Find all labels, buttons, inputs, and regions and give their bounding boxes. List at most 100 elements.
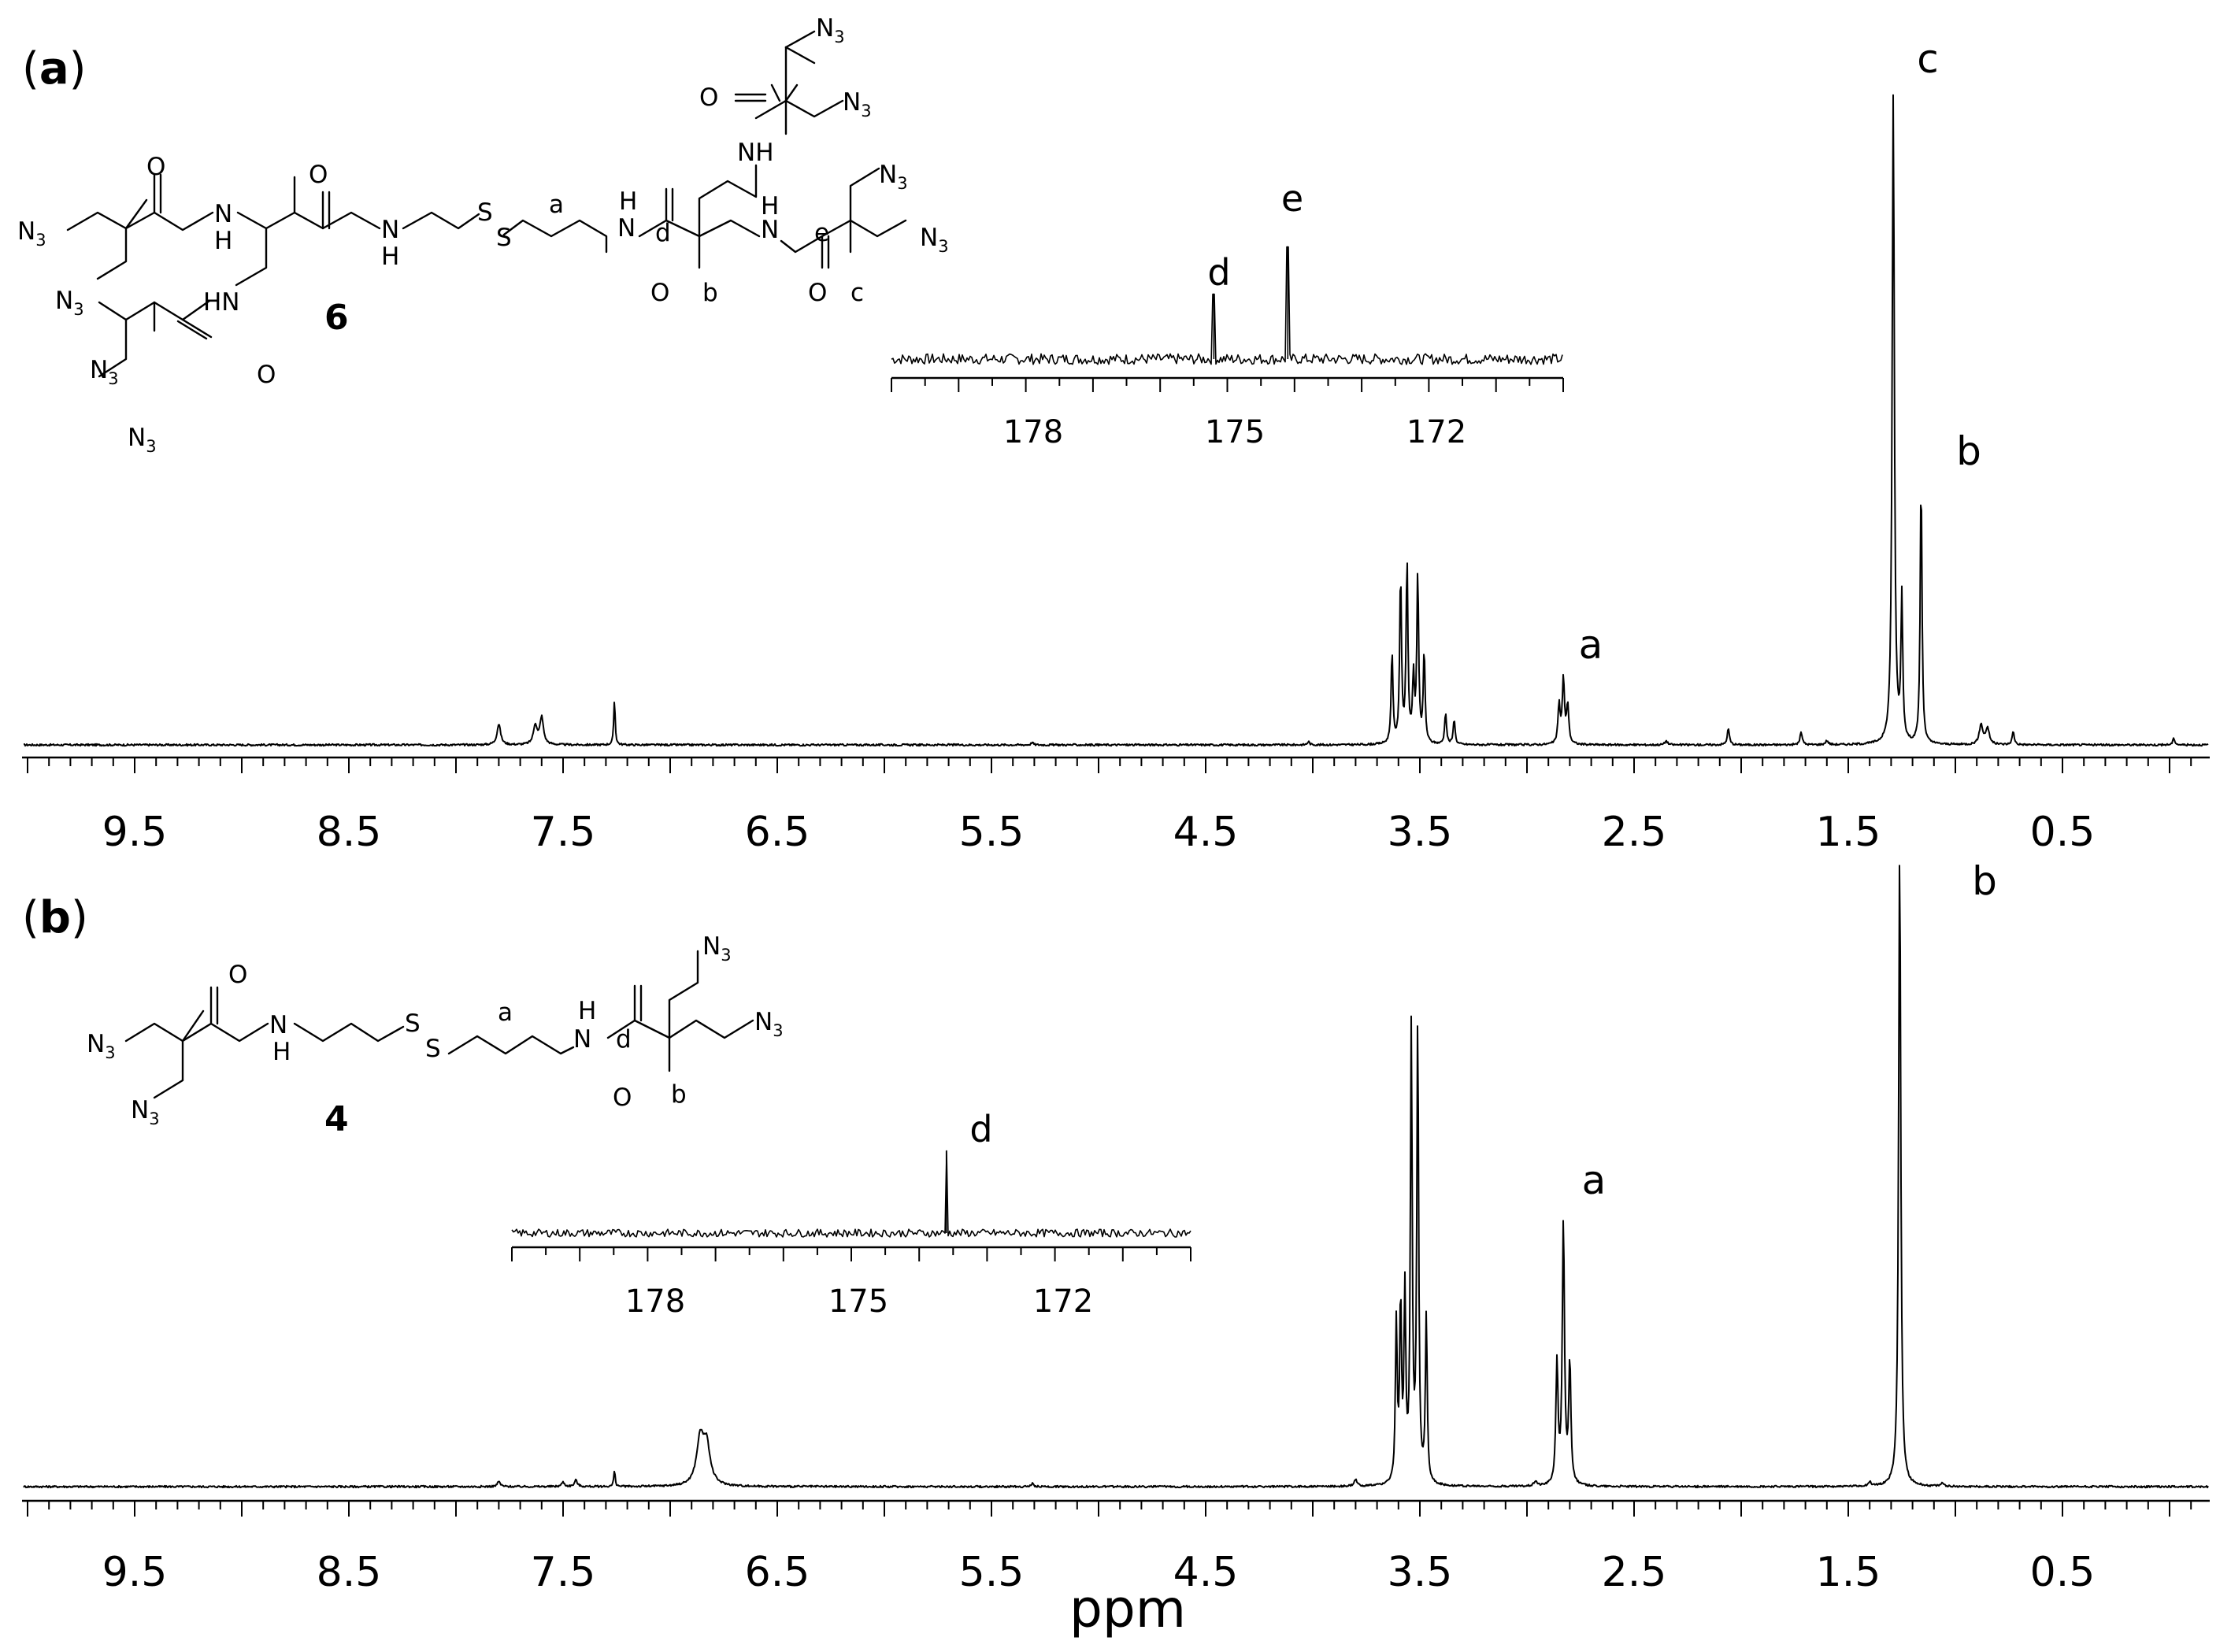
spectrum-a-line (24, 94, 2209, 747)
x-tick-a-3-5: 3.5 (1388, 809, 1453, 856)
amide-h-1: H (214, 227, 232, 255)
peak-a-label-c: c (1917, 36, 1939, 82)
inset-a-tick-175: 175 (1205, 414, 1265, 450)
panel-a-label: (a) (22, 43, 87, 94)
x-tick-a-1-5: 1.5 (1816, 809, 1881, 856)
atom-label-d: d (655, 219, 671, 247)
b-carbonyl-o-2: O (613, 1083, 632, 1112)
amide-n-3: N (617, 214, 636, 243)
b-n3-group-3: N3 (702, 932, 732, 965)
n3-group-1: N3 (17, 217, 46, 250)
inset-a-tick-172: 172 (1406, 414, 1466, 450)
b-n3-group-2: N3 (131, 1096, 160, 1128)
amide-hn-6: HN (203, 288, 240, 317)
peak-b-label-a: a (1582, 1158, 1607, 1203)
x-tick-a-2-5: 2.5 (1602, 809, 1667, 856)
atom-label-e: e (814, 219, 829, 247)
x-tick-a-4-5: 4.5 (1173, 809, 1239, 856)
x-axis-label: ppm (1069, 1579, 1186, 1639)
sulfur-2: S (496, 224, 512, 252)
b-carbonyl-o-1: O (228, 961, 247, 989)
spectrum-b-line (23, 865, 2209, 1489)
inset-b-ticks (511, 1247, 1191, 1261)
x-axis-a-ticks (27, 757, 2192, 773)
inset-a-ticks (891, 378, 1564, 392)
amide-h-4: H (761, 192, 779, 220)
compound-number-6: 6 (324, 298, 349, 338)
x-tick-b-9-5: 9.5 (102, 1549, 168, 1596)
amide-h-3: H (619, 187, 637, 216)
x-tick-a-9-5: 9.5 (102, 809, 168, 856)
inset-b-spectrum-line (511, 1150, 1191, 1238)
atom-label-c: c (851, 279, 864, 307)
peak-a-label-a: a (1579, 622, 1603, 668)
x-tick-a-0-5: 0.5 (2030, 809, 2096, 856)
b-atom-label-b: b (671, 1080, 687, 1109)
carbonyl-o-3: O (650, 279, 669, 307)
n3-group-8: N3 (128, 424, 157, 456)
x-tick-a-7-5: 7.5 (531, 809, 596, 856)
panel-a: (a) (17, 14, 2210, 856)
inset-b-tick-178: 178 (625, 1283, 685, 1320)
x-tick-b-3-5: 3.5 (1388, 1549, 1453, 1596)
b-amide-h-1: H (272, 1038, 291, 1066)
amide-nh-5: NH (737, 139, 774, 167)
x-axis-b-ticks (27, 1501, 2192, 1517)
x-axis-a-tick-labels: 9.5 8.5 7.5 6.5 5.5 4.5 3.5 2.5 1.5 0.5 (102, 809, 2096, 856)
carbonyl-o-2: O (309, 161, 328, 189)
compound-number-4: 4 (324, 1099, 349, 1139)
compound-4-structure: N3 N3 O N H S S a H N d O b N3 N3 4 (87, 932, 784, 1139)
x-tick-b-2-5: 2.5 (1602, 1549, 1667, 1596)
atom-label-a: a (549, 191, 564, 219)
x-tick-b-8-5: 8.5 (317, 1549, 382, 1596)
amide-n-2: N (381, 216, 399, 244)
panel-b-label: (b) (22, 892, 88, 943)
n3-group-5: N3 (816, 14, 845, 46)
x-tick-a-8-5: 8.5 (317, 809, 382, 856)
n3-group-6: N3 (843, 88, 872, 120)
b-amide-n-1: N (269, 1011, 287, 1039)
amide-n-4: N (761, 216, 779, 244)
panel-b: (b) N3 N3 O N H S S (22, 858, 2210, 1596)
inset-c13-a: 178 175 172 d e (891, 177, 1564, 450)
panel-a-letter: a (39, 43, 69, 94)
x-axis-b-tick-labels: 9.5 8.5 7.5 6.5 5.5 4.5 3.5 2.5 1.5 0.5 (102, 1549, 2096, 1596)
x-tick-b-1-5: 1.5 (1816, 1549, 1881, 1596)
inset-b-peak-label-d: d (969, 1108, 992, 1150)
b-n3-group-1: N3 (87, 1030, 116, 1062)
sulfur-1: S (477, 198, 493, 227)
x-tick-b-0-5: 0.5 (2030, 1549, 2096, 1596)
inset-c13-b: 178 175 172 d (511, 1108, 1191, 1320)
peak-b-label-b: b (1972, 858, 1997, 904)
carbonyl-o-1: O (146, 153, 165, 181)
amide-n-1: N (214, 200, 232, 228)
amide-h-2: H (381, 243, 399, 271)
n3-group-4: N3 (920, 224, 949, 256)
panel-b-letter: b (39, 892, 71, 943)
x-tick-a-6-5: 6.5 (745, 809, 810, 856)
compound-6-structure: N3 N3 O N H O N H S S a H N d O b N H e … (17, 14, 949, 456)
peak-a-label-b: b (1956, 428, 1981, 474)
inset-a-peak-label-e: e (1281, 177, 1303, 220)
b-amide-n-2: N (573, 1025, 591, 1054)
carbonyl-o-6: O (257, 361, 276, 389)
n3-group-3: N3 (879, 161, 908, 193)
x-tick-b-7-5: 7.5 (531, 1549, 596, 1596)
b-sulfur-1: S (405, 1009, 421, 1038)
inset-b-tick-175: 175 (828, 1283, 888, 1320)
n3-group-2: N3 (55, 287, 84, 319)
carbonyl-o-5: O (699, 83, 718, 112)
inset-a-tick-178: 178 (1003, 414, 1063, 450)
x-tick-b-4-5: 4.5 (1173, 1549, 1239, 1596)
b-atom-label-a: a (498, 998, 513, 1027)
x-tick-b-6-5: 6.5 (745, 1549, 810, 1596)
atom-label-b: b (702, 279, 718, 307)
b-amide-h-2: H (578, 997, 596, 1025)
inset-a-spectrum-line (891, 246, 1563, 365)
inset-b-tick-172: 172 (1033, 1283, 1093, 1320)
carbonyl-o-4: O (808, 279, 827, 307)
b-atom-label-d: d (616, 1025, 632, 1054)
b-sulfur-2: S (425, 1035, 441, 1063)
b-n3-group-4: N3 (754, 1008, 784, 1040)
